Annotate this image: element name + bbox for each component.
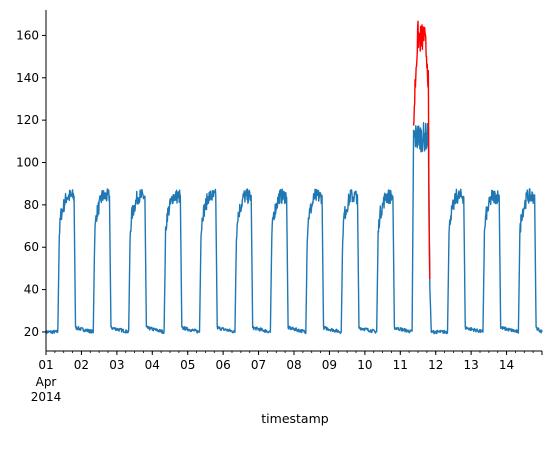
- x-tick-label: 04: [145, 358, 160, 372]
- x-tick-sublabel: 2014: [31, 390, 62, 404]
- x-tick-label: 09: [322, 358, 337, 372]
- x-tick-label: 08: [286, 358, 301, 372]
- x-tick-label: 03: [109, 358, 124, 372]
- y-tick-label: 100: [16, 155, 39, 169]
- x-tick-label: 05: [180, 358, 195, 372]
- series-line-2: [412, 20, 431, 279]
- x-tick-label: 12: [428, 358, 443, 372]
- x-tick-label: 10: [357, 358, 372, 372]
- y-tick-label: 160: [16, 28, 39, 42]
- y-tick-label: 80: [24, 198, 39, 212]
- x-axis-label: timestamp: [261, 411, 328, 426]
- series-layer: [45, 20, 543, 335]
- y-tick-label: 120: [16, 113, 39, 127]
- x-tick-label: 07: [251, 358, 266, 372]
- x-tick-label: 14: [499, 358, 514, 372]
- x-tick-label: 06: [216, 358, 231, 372]
- x-tick-label: 02: [74, 358, 89, 372]
- y-tick-label: 60: [24, 240, 39, 254]
- y-tick-label: 140: [16, 71, 39, 85]
- x-tick-label: 11: [393, 358, 408, 372]
- x-tick-label: 01: [38, 358, 53, 372]
- x-tick-sublabel: Apr: [36, 375, 57, 389]
- y-tick-label: 20: [24, 325, 39, 339]
- y-tick-label: 40: [24, 283, 39, 297]
- x-tick-label: 13: [464, 358, 479, 372]
- series-line-1: [45, 121, 543, 335]
